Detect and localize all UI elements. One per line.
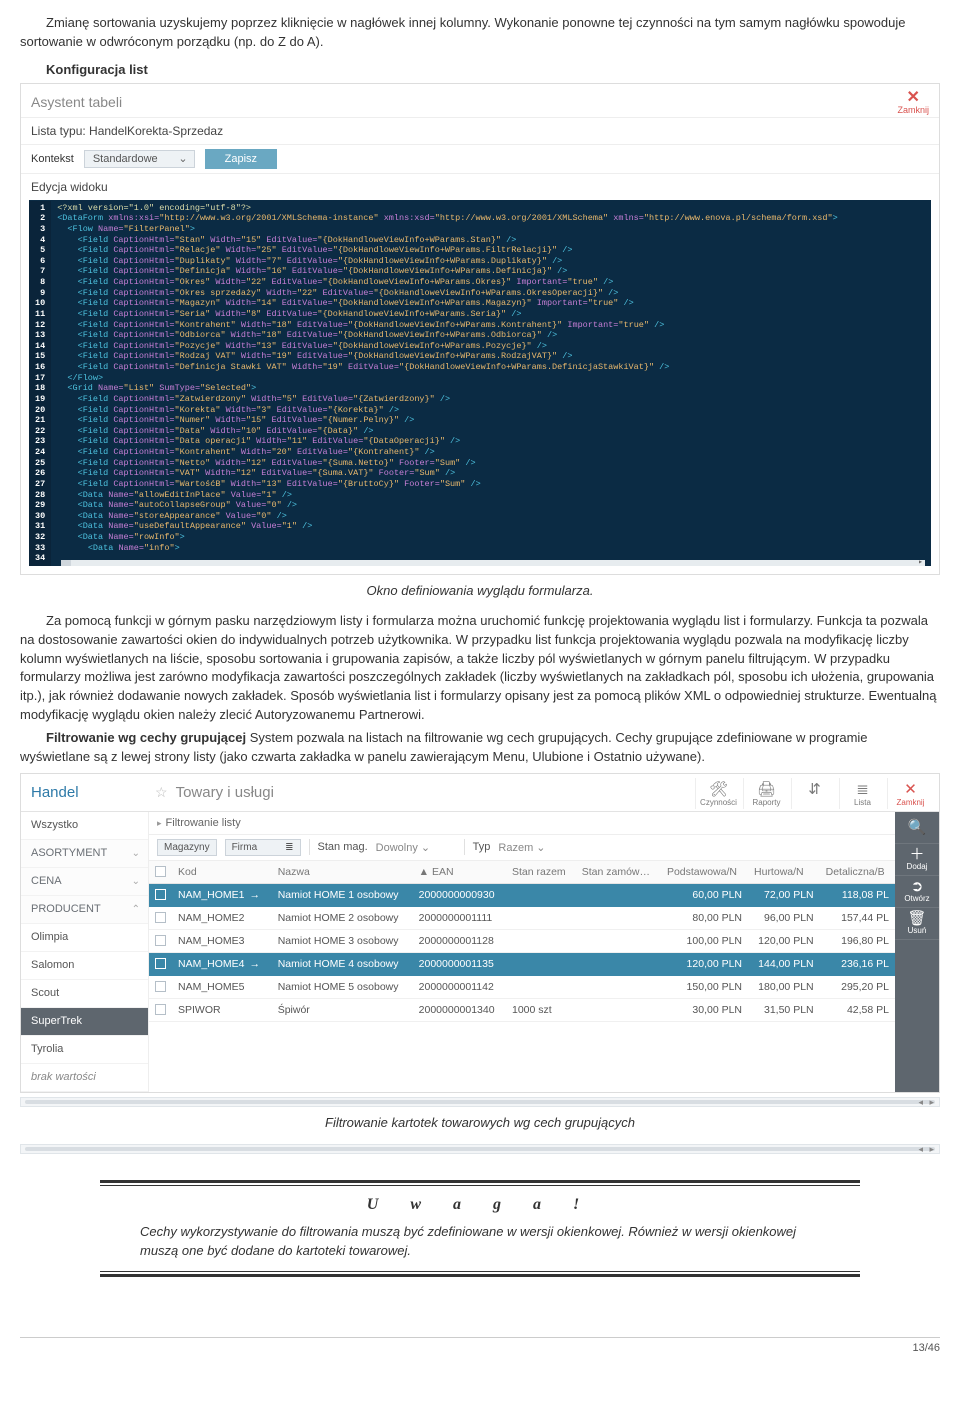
filter-header[interactable]: ▸ Filtrowanie listy	[149, 812, 895, 835]
rail-otwórz[interactable]: ➲Otwórz	[895, 876, 939, 908]
panel2-title: Towary i usługi	[176, 784, 274, 801]
rail-action[interactable]: 🔍	[895, 812, 939, 844]
sidebar-item[interactable]: Salomon	[21, 952, 148, 980]
note-rule-bot-b	[100, 1274, 860, 1277]
panel1-title: Asystent tabeli	[31, 94, 122, 110]
close-label: Zamknij	[897, 105, 929, 115]
sidebar-item[interactable]: Scout	[21, 980, 148, 1008]
grid-col-header[interactable]: Kod	[172, 861, 272, 884]
sidebar-item[interactable]: PRODUCENT⌃	[21, 896, 148, 924]
table-row[interactable]: NAM_HOME4 → Namiot HOME 4 osobowy 200000…	[149, 952, 895, 975]
sidebar: WszystkoASORTYMENT⌄CENA⌄PRODUCENT⌃Olimpi…	[21, 812, 149, 1092]
rail-dodaj[interactable]: ＋Dodaj	[895, 844, 939, 876]
note-body: Cechy wykorzystywanie do filtrowania mus…	[140, 1222, 820, 1261]
typ-dd[interactable]: Razem	[498, 841, 545, 854]
sidebar-item[interactable]: ASORTYMENT⌄	[21, 840, 148, 868]
grid-col-header[interactable]	[149, 861, 172, 884]
grid-col-header[interactable]: Stan razem	[506, 861, 576, 884]
kontekst-select[interactable]: Standardowe	[84, 150, 195, 168]
grid-col-header[interactable]: Nazwa	[272, 861, 413, 884]
table-row[interactable]: SPIWOR Śpiwór 2000000001340 1000 szt 30,…	[149, 998, 895, 1021]
sidebar-item[interactable]: Tyrolia	[21, 1036, 148, 1064]
para3-lead: Filtrowanie wg cechy grupującej	[46, 730, 246, 745]
table-row[interactable]: NAM_HOME3 Namiot HOME 3 osobowy 20000000…	[149, 929, 895, 952]
section-konfiguracja: Konfiguracja list	[46, 62, 940, 77]
magazyny-btn[interactable]: Magazyny	[157, 839, 217, 856]
caption-1: Okno definiowania wyglądu formularza.	[20, 583, 940, 598]
toolbar-icon[interactable]: ⇵	[791, 778, 837, 809]
panel2-left-title: Handel	[21, 774, 149, 811]
right-rail: 🔍＋Dodaj➲Otwórz🗑Usuń	[895, 812, 939, 1092]
stan-mag-dd[interactable]: Dowolny	[376, 841, 456, 854]
sidebar-item[interactable]: SuperTrek	[21, 1008, 148, 1036]
table-row[interactable]: NAM_HOME2 Namiot HOME 2 osobowy 20000000…	[149, 906, 895, 929]
note-title: U w a g a !	[20, 1196, 940, 1214]
sidebar-item[interactable]: brak wartości	[21, 1064, 148, 1092]
note-rule-top-a	[100, 1180, 860, 1183]
filter-title: Filtrowanie listy	[166, 817, 241, 829]
note-rule-bot-a	[100, 1271, 860, 1272]
data-grid: KodNazwa▲ EANStan razemStan zamów…Podsta…	[149, 861, 895, 1022]
sidebar-item[interactable]: Wszystko	[21, 812, 148, 840]
toolbar-czynności[interactable]: 🛠Czynności	[695, 778, 741, 809]
body-para-3: Filtrowanie wg cechy grupującej System p…	[20, 729, 940, 767]
table-row[interactable]: NAM_HOME1 → Namiot HOME 1 osobowy 200000…	[149, 883, 895, 906]
stan-mag-label: Stan mag.	[318, 841, 368, 853]
edycja-widoku-label: Edycja widoku	[21, 174, 939, 200]
toolbar-zamknij[interactable]: ✕Zamknij	[887, 778, 933, 809]
grid-col-header[interactable]: Detaliczna/B	[820, 861, 895, 884]
sidebar-item[interactable]: Olimpia	[21, 924, 148, 952]
close-button[interactable]: ✕ Zamknij	[897, 90, 929, 115]
close-icon: ✕	[897, 90, 929, 106]
grid-col-header[interactable]: ▲ EAN	[413, 861, 506, 884]
grid-col-header[interactable]: Stan zamów…	[576, 861, 661, 884]
lista-typu-label: Lista typu: HandelKorekta-Sprzedaz	[21, 118, 939, 145]
filter-bar: Magazyny Firma≣ Stan mag. Dowolny Typ Ra…	[149, 835, 895, 861]
firma-btn[interactable]: Firma≣	[225, 839, 301, 856]
kontekst-label: Kontekst	[31, 153, 74, 165]
toolbar-lista[interactable]: ≣Lista	[839, 778, 885, 809]
zapisz-button[interactable]: Zapisz	[205, 149, 277, 169]
page-footer: 13/46	[20, 1337, 940, 1354]
table-row[interactable]: NAM_HOME5 Namiot HOME 5 osobowy 20000000…	[149, 975, 895, 998]
sidebar-item[interactable]: CENA⌄	[21, 868, 148, 896]
panel-handel: Handel ☆ Towary i usługi 🛠Czynności🖨Rapo…	[20, 773, 940, 1093]
caption-2: Filtrowanie kartotek towarowych wg cech …	[20, 1115, 940, 1130]
editor-hscroll[interactable]	[61, 560, 925, 566]
toolbar-raporty[interactable]: 🖨Raporty	[743, 778, 789, 809]
grid-col-header[interactable]: Hurtowa/N	[748, 861, 820, 884]
typ-label: Typ	[473, 841, 491, 853]
body-para-2: Za pomocą funkcji w górnym pasku narzędz…	[20, 612, 940, 725]
rail-usuń[interactable]: 🗑Usuń	[895, 908, 939, 940]
page-hscroll[interactable]	[20, 1144, 940, 1154]
grid-col-header[interactable]: Podstawowa/N	[661, 861, 748, 884]
xml-editor[interactable]: 1234567891011121314151617181920212223242…	[29, 200, 931, 566]
intro-para: Zmianę sortowania uzyskujemy poprzez kli…	[20, 14, 940, 52]
note-rule-top-b	[100, 1185, 860, 1186]
panel2-hscroll[interactable]	[20, 1097, 940, 1107]
panel-asystent-tabeli: Asystent tabeli ✕ Zamknij Lista typu: Ha…	[20, 83, 940, 575]
filter-collapse-icon: ▸	[157, 818, 162, 828]
star-icon[interactable]: ☆	[155, 784, 168, 801]
